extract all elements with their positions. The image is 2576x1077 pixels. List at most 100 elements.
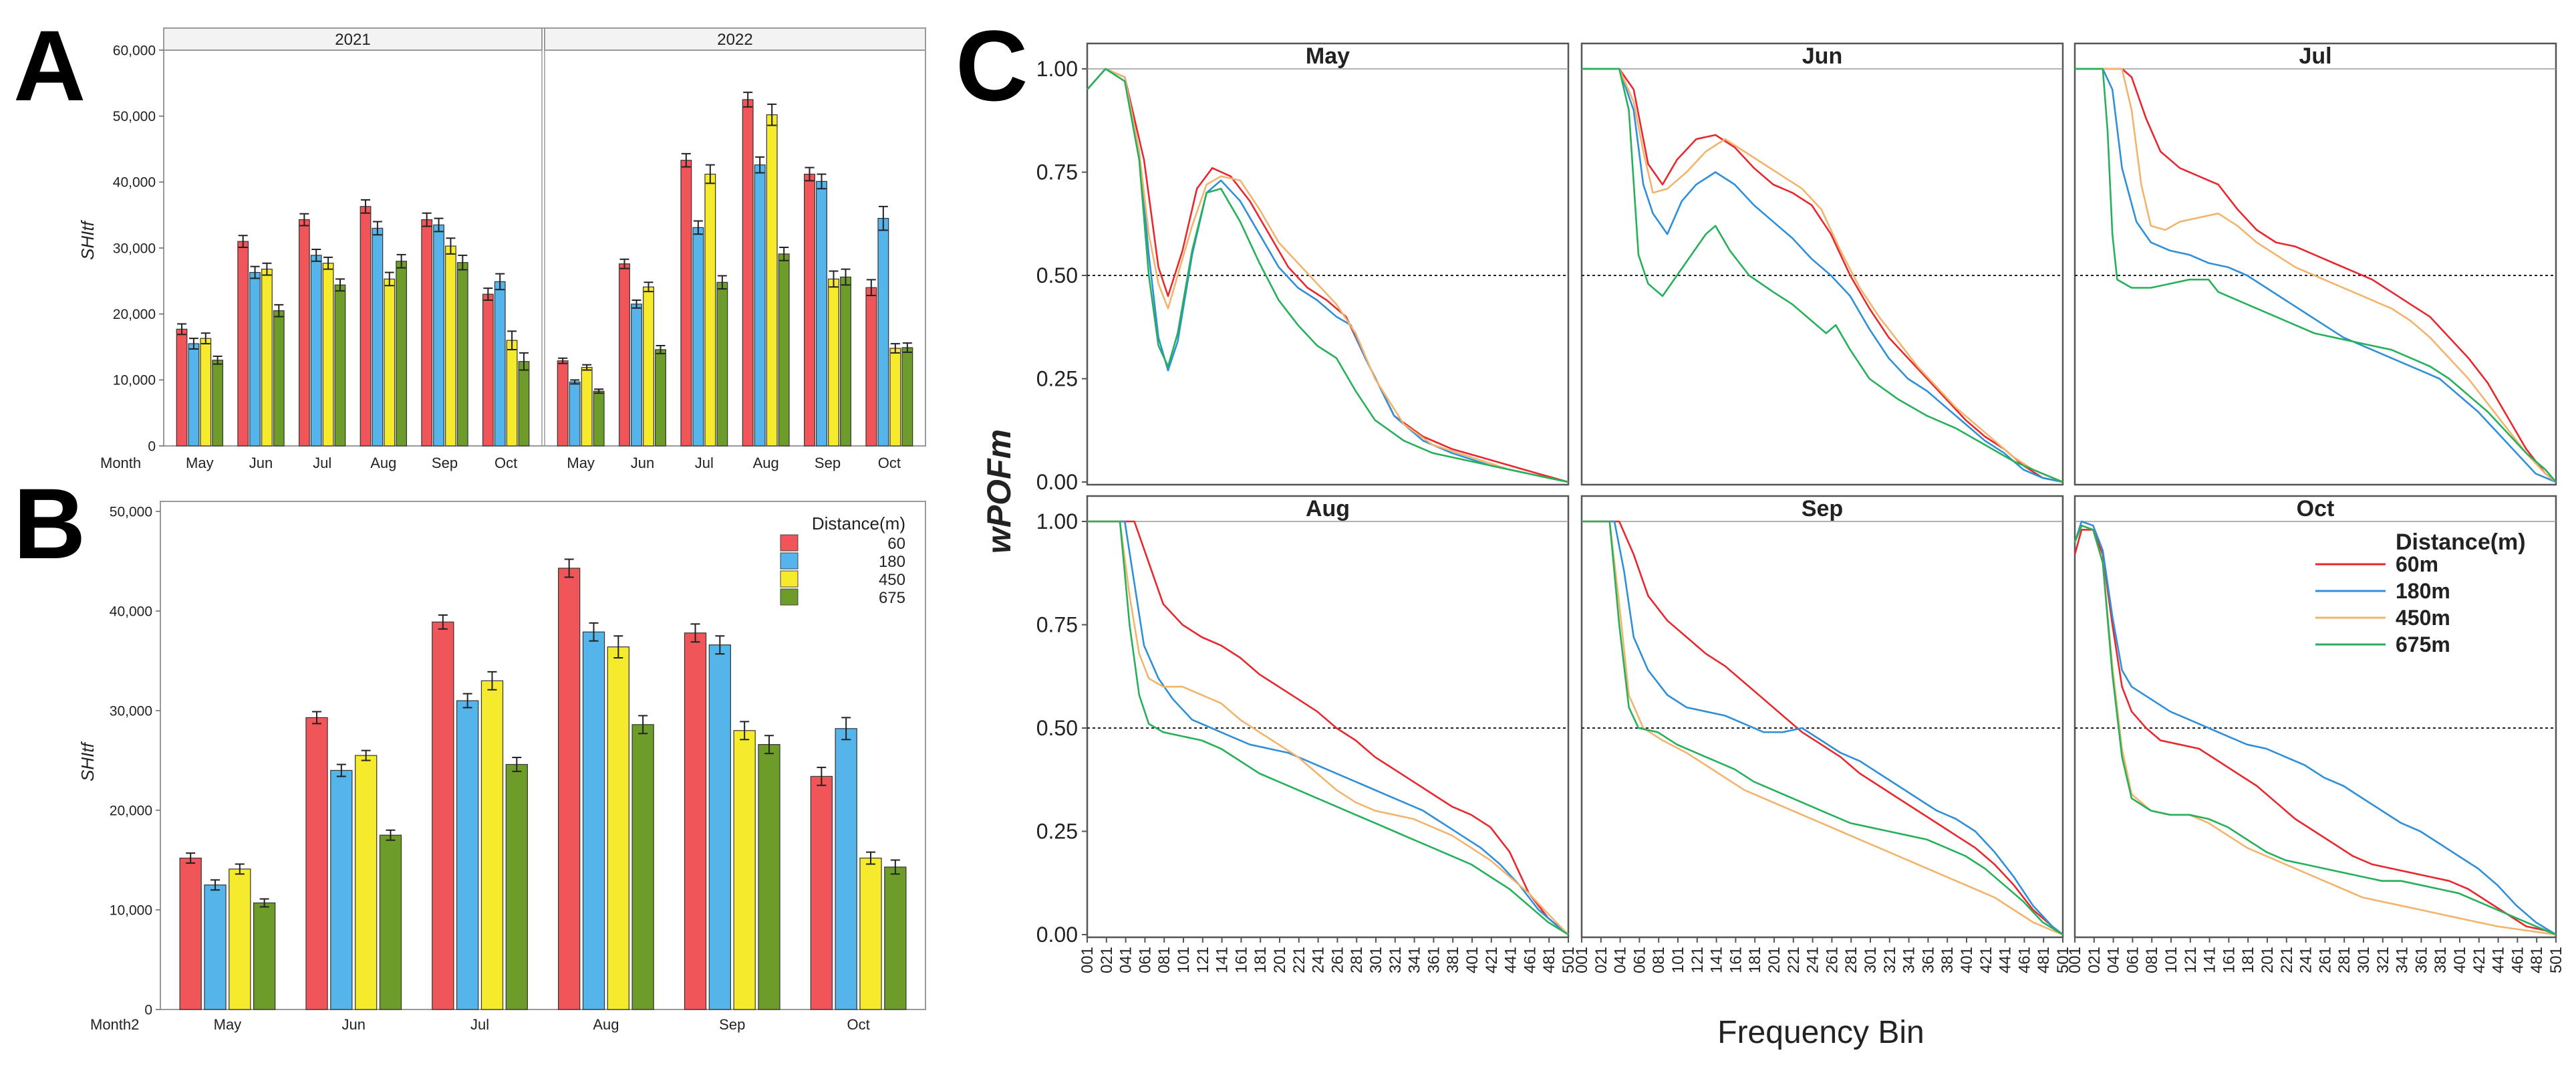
bar-a-2022-Sep-675 bbox=[840, 276, 851, 447]
error-bar-b-May-675 bbox=[259, 898, 269, 908]
y-tick-label-c-Aug-3: 0.75 bbox=[1036, 613, 1078, 637]
x-tick-label-c-Sep-9: 181 bbox=[1746, 947, 1764, 973]
x-label-b-Aug: Aug bbox=[593, 1016, 619, 1033]
x-tick-label-c-Sep-4: 081 bbox=[1650, 947, 1668, 973]
y-tick-label-a-0: 0 bbox=[148, 439, 156, 454]
bar-a-2022-Jul-675 bbox=[716, 281, 728, 447]
bar-b-Oct-675 bbox=[884, 866, 907, 1010]
panel-label-c: C bbox=[956, 9, 1028, 122]
bar-a-2021-Oct-450 bbox=[506, 340, 518, 447]
bar-a-2021-May-180 bbox=[188, 343, 200, 447]
x-tick-label-c-Sep-13: 261 bbox=[1823, 947, 1841, 973]
x-tick-label-c-Oct-8: 161 bbox=[2220, 947, 2238, 973]
bar-b-Jun-450 bbox=[355, 755, 378, 1010]
bar-a-2021-Sep-450 bbox=[445, 245, 456, 447]
bar-b-Aug-450 bbox=[607, 646, 629, 1010]
x-tick-label-c-Aug-21: 421 bbox=[1483, 947, 1501, 973]
x-tick-label-c-Sep-3: 061 bbox=[1630, 947, 1649, 973]
y-tick-label-c-Aug-0: 0.00 bbox=[1036, 923, 1078, 947]
x-tick-label-c-Aug-3: 061 bbox=[1136, 947, 1154, 973]
x-tick-label-c-Aug-2: 041 bbox=[1117, 947, 1135, 973]
x-label-b-Jul: Jul bbox=[470, 1016, 489, 1033]
y-axis-title-c: wPOFm bbox=[980, 429, 1018, 554]
error-bar-b-Oct-60 bbox=[817, 766, 827, 786]
bar-b-Jun-180 bbox=[330, 769, 353, 1010]
line-c-Oct-180m bbox=[2073, 520, 2557, 936]
y-tick-label-c-May-0: 0.00 bbox=[1036, 470, 1078, 494]
error-bar-a-2021-Jul-675 bbox=[335, 278, 345, 292]
facet-label-c-Aug: Aug bbox=[1306, 496, 1350, 521]
error-bar-b-Oct-450 bbox=[865, 851, 875, 865]
bar-a-2021-Jul-450 bbox=[322, 263, 334, 447]
error-bar-a-2021-Oct-450 bbox=[507, 330, 517, 350]
x-label-a-2022-Jul: Jul bbox=[695, 455, 714, 471]
error-bar-b-Jul-180 bbox=[462, 693, 472, 709]
x-tick-label-c-Oct-16: 321 bbox=[2374, 947, 2392, 973]
x-tick-label-c-Aug-17: 341 bbox=[1406, 947, 1424, 973]
x-tick-label-c-Sep-1: 021 bbox=[1592, 947, 1610, 973]
line-c-Sep-60m bbox=[1582, 520, 2063, 936]
error-bar-b-Jul-675 bbox=[512, 757, 522, 772]
line-c-Jun-60m bbox=[1582, 68, 2063, 483]
facet-strip-a-2022 bbox=[544, 27, 926, 51]
bar-a-2022-Oct-675 bbox=[901, 347, 913, 447]
bar-b-May-675 bbox=[253, 902, 276, 1010]
x-tick-label-c-Oct-21: 421 bbox=[2470, 947, 2488, 973]
bar-b-Oct-180 bbox=[835, 728, 857, 1010]
error-bar-a-2021-May-675 bbox=[212, 355, 223, 365]
y-tick-label-a-6: 60,000 bbox=[113, 43, 156, 58]
bar-b-Sep-60 bbox=[684, 632, 707, 1010]
error-bar-a-2021-May-60 bbox=[177, 323, 187, 336]
line-c-Sep-180m bbox=[1582, 520, 2063, 936]
bar-a-2022-Jul-450 bbox=[704, 173, 716, 447]
y-tick-label-c-Aug-2: 0.50 bbox=[1036, 716, 1078, 740]
x-tick-label-c-Sep-5: 101 bbox=[1669, 947, 1687, 973]
bar-a-2021-Oct-180 bbox=[494, 281, 506, 447]
legend-label-b-450: 450 bbox=[879, 571, 905, 589]
legend-swatch-b-675 bbox=[780, 588, 799, 606]
x-tick-label-c-Oct-19: 381 bbox=[2432, 947, 2450, 973]
y-tick-label-b-0: 0 bbox=[144, 1002, 152, 1018]
line-c-Jul-60m bbox=[2075, 68, 2557, 483]
y-tick-label-b-5: 50,000 bbox=[110, 504, 152, 519]
x-tick-label-c-Aug-9: 181 bbox=[1252, 947, 1270, 973]
error-bar-a-2022-Jul-450 bbox=[705, 164, 715, 185]
x-tick-label-c-Sep-14: 281 bbox=[1842, 947, 1860, 973]
facet-panel-c-Jul bbox=[2073, 42, 2557, 486]
x-tick-label-c-Aug-8: 161 bbox=[1232, 947, 1250, 973]
error-bar-b-May-180 bbox=[210, 879, 221, 891]
line-c-Aug-180m bbox=[1087, 520, 1569, 936]
chart-c: May 0.00 0.25 0.50 0.75 1.00 Jun Jul Aug 0.00 0.25… bbox=[980, 42, 2565, 1050]
error-bar-a-2022-May-675 bbox=[594, 388, 604, 394]
y-tick-label-b-1: 10,000 bbox=[110, 903, 152, 918]
error-bar-a-2022-Jul-180 bbox=[693, 220, 703, 235]
error-bar-a-2022-May-450 bbox=[582, 364, 592, 371]
x-tick-label-c-Oct-11: 221 bbox=[2278, 947, 2296, 973]
error-bar-a-2021-Aug-180 bbox=[372, 221, 382, 236]
x-label-a-2021-Jun: Jun bbox=[249, 455, 273, 471]
x-label-b-Jun: Jun bbox=[342, 1016, 366, 1033]
error-bar-a-2021-Jun-60 bbox=[238, 235, 248, 249]
x-tick-label-c-Oct-20: 401 bbox=[2451, 947, 2469, 973]
line-c-Jun-450m bbox=[1582, 68, 2063, 483]
error-bar-a-2021-May-450 bbox=[200, 332, 210, 345]
x-label-a-2021-Sep: Sep bbox=[432, 455, 458, 471]
x-tick-label-c-Sep-17: 341 bbox=[1900, 947, 1918, 973]
legend-label-c-60m: 60m bbox=[2396, 552, 2438, 576]
x-tick-label-c-Oct-9: 181 bbox=[2239, 947, 2257, 973]
x-tick-label-c-Sep-21: 421 bbox=[1977, 947, 1995, 973]
bar-a-2022-Jun-450 bbox=[643, 286, 654, 447]
bar-a-2021-Jun-675 bbox=[273, 310, 285, 447]
y-tick-label-c-Aug-1: 0.25 bbox=[1036, 820, 1078, 844]
error-bar-a-2021-Sep-450 bbox=[446, 237, 456, 255]
y-axis-title-b: SHItf bbox=[78, 741, 98, 782]
x-tick-label-c-Oct-24: 481 bbox=[2528, 947, 2546, 973]
bar-a-2022-Jun-60 bbox=[619, 263, 630, 447]
bar-a-2022-Oct-450 bbox=[889, 348, 901, 447]
legend-label-c-450m: 450m bbox=[2396, 606, 2450, 630]
bar-b-Aug-60 bbox=[558, 568, 581, 1010]
error-bar-a-2022-Oct-450 bbox=[890, 343, 900, 354]
bar-b-Aug-180 bbox=[582, 631, 605, 1010]
x-tick-label-c-Sep-22: 441 bbox=[1997, 947, 2015, 973]
bar-a-2021-Aug-60 bbox=[360, 206, 372, 447]
